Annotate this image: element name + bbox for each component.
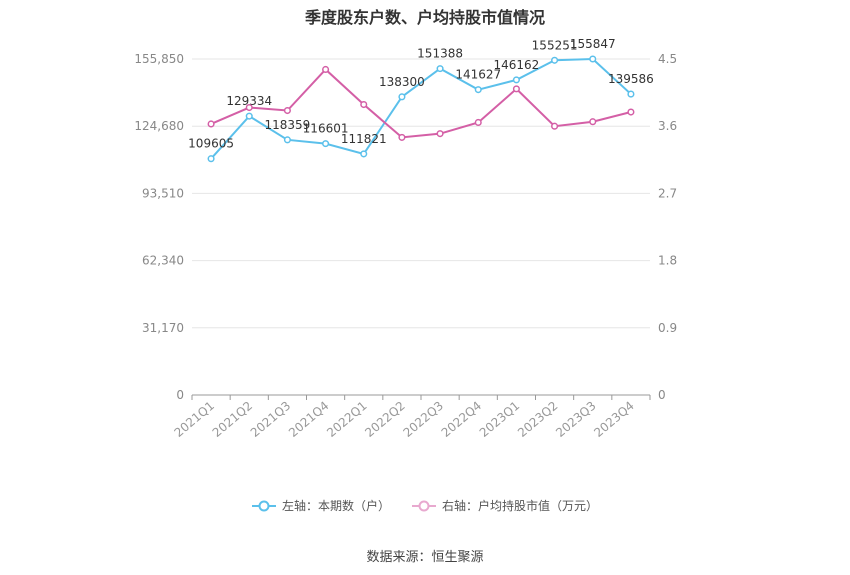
- data-point-avg-value: [551, 122, 559, 130]
- left-axis-tick-label: 155,850: [134, 52, 184, 66]
- data-point-avg-value: [436, 130, 444, 138]
- data-label-households: 111821: [341, 132, 387, 146]
- data-label-households: 155251: [532, 38, 578, 52]
- right-axis-tick-label: 3.6: [658, 119, 677, 133]
- data-label-households: 141627: [455, 68, 501, 82]
- data-point-avg-value: [512, 85, 520, 93]
- legend-item-households[interactable]: 左轴：本期数（户）: [251, 497, 390, 514]
- data-label-households: 129334: [226, 94, 272, 108]
- data-label-households: 155847: [570, 37, 616, 51]
- data-point-avg-value: [360, 100, 368, 109]
- data-point-households: [245, 112, 253, 120]
- data-point-households: [551, 56, 559, 64]
- legend-line-blue-icon: [251, 500, 276, 511]
- x-axis-category-label: 2021Q2: [210, 399, 255, 440]
- left-axis-tick-label: 124,680: [134, 119, 184, 133]
- data-point-households: [589, 55, 597, 63]
- x-axis-category-label: 2021Q3: [248, 399, 293, 440]
- data-point-households: [474, 86, 482, 94]
- right-axis-tick-label: 0: [658, 388, 666, 402]
- left-axis-tick-label: 62,340: [142, 254, 184, 268]
- data-point-avg-value: [283, 106, 291, 115]
- data-point-households: [360, 150, 368, 158]
- legend-line-pink-icon: [412, 500, 436, 511]
- x-axis-category-label: 2023Q4: [591, 399, 636, 440]
- legend-label-avg-value: 右轴：户均持股市值（万元）: [442, 499, 599, 513]
- data-label-households: 118359: [265, 118, 311, 132]
- data-point-households: [322, 140, 330, 148]
- x-axis-category-label: 2023Q2: [515, 399, 560, 440]
- data-point-households: [436, 65, 444, 73]
- x-axis-category-label: 2021Q1: [172, 399, 217, 440]
- right-axis-tick-label: 4.5: [658, 52, 677, 66]
- series-line-households: [210, 57, 632, 160]
- right-axis-tick-label: 1.8: [658, 254, 677, 268]
- legend-label-households: 左轴：本期数（户）: [281, 499, 390, 513]
- data-point-households: [207, 155, 215, 163]
- x-axis-category-label: 2023Q1: [477, 399, 522, 440]
- data-label-households: 146162: [494, 58, 540, 72]
- data-point-households: [283, 136, 291, 144]
- data-point-avg-value: [627, 108, 635, 116]
- data-label-households: 151388: [417, 47, 463, 61]
- x-axis-category-label: 2022Q2: [362, 399, 407, 440]
- x-axis-category-label: 2023Q3: [553, 399, 598, 440]
- x-axis-category-label: 2022Q4: [439, 399, 484, 440]
- legend-item-avg-value[interactable]: 右轴：户均持股市值（万元）: [412, 497, 598, 514]
- right-axis-tick-label: 0.9: [658, 321, 677, 335]
- x-axis-category-label: 2022Q1: [324, 399, 369, 440]
- left-axis-tick-label: 93,510: [142, 186, 184, 200]
- chart-legend: 左轴：本期数（户） 右轴：户均持股市值（万元）: [0, 497, 850, 514]
- data-point-avg-value: [245, 103, 253, 112]
- series-line-avg-value: [210, 68, 632, 139]
- data-point-households: [398, 93, 406, 101]
- chart-title: 季度股东户数、户均持股市值情况: [304, 8, 545, 27]
- right-axis-tick-label: 2.7: [658, 186, 677, 200]
- data-label-households: 116601: [303, 122, 349, 136]
- data-source: 数据来源：恒生聚源: [366, 550, 484, 565]
- x-axis-category-label: 2022Q3: [401, 399, 446, 440]
- data-point-households: [512, 76, 520, 84]
- left-axis-tick-label: 31,170: [142, 321, 184, 335]
- x-axis-category-label: 2021Q4: [286, 399, 331, 440]
- data-point-avg-value: [207, 120, 215, 128]
- data-point-avg-value: [474, 118, 482, 127]
- data-point-avg-value: [398, 133, 406, 141]
- data-label-households: 109605: [188, 137, 234, 151]
- data-label-households: 138300: [379, 75, 425, 89]
- data-point-avg-value: [589, 118, 597, 126]
- data-point-households: [627, 90, 635, 98]
- left-axis-tick-label: 0: [176, 388, 184, 402]
- data-point-avg-value: [322, 65, 330, 74]
- data-label-households: 139586: [608, 72, 654, 86]
